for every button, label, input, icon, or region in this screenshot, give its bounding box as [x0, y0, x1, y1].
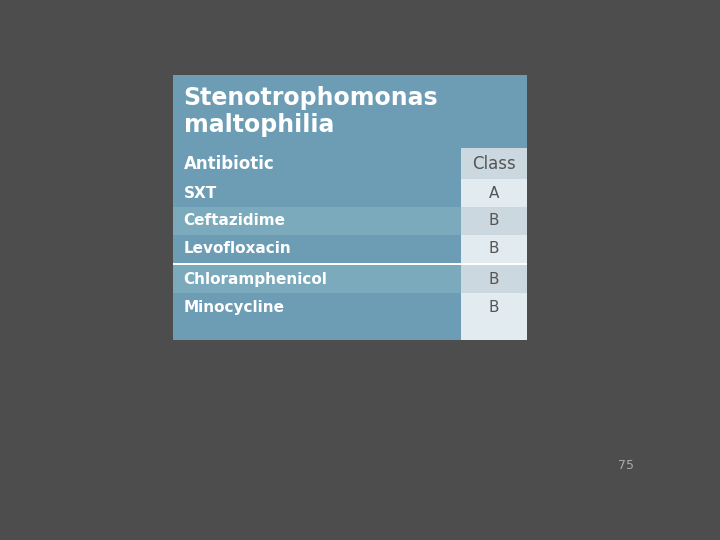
Bar [173, 75, 527, 148]
Bar [173, 207, 462, 235]
Text: A: A [489, 186, 500, 200]
Bar [462, 293, 527, 321]
Text: Ceftazidime: Ceftazidime [184, 213, 286, 228]
Text: Antibiotic: Antibiotic [184, 154, 274, 173]
Text: Class: Class [472, 154, 516, 173]
Text: B: B [489, 241, 500, 256]
Text: B: B [489, 272, 500, 287]
Text: 75: 75 [618, 460, 634, 472]
Text: Stenotrophomonas
maltophilia: Stenotrophomonas maltophilia [184, 86, 438, 138]
Bar [173, 179, 462, 207]
Bar [462, 207, 527, 235]
Bar [462, 179, 527, 207]
Text: B: B [489, 300, 500, 314]
Bar [173, 265, 462, 293]
Bar [173, 235, 462, 263]
Bar [462, 148, 527, 179]
Bar [462, 265, 527, 293]
Text: Chloramphenicol: Chloramphenicol [184, 272, 328, 287]
Bar [173, 263, 527, 265]
Text: Levofloxacin: Levofloxacin [184, 241, 292, 256]
Text: B: B [489, 213, 500, 228]
Bar [173, 148, 462, 179]
Bar [462, 235, 527, 263]
Bar [462, 321, 527, 340]
Bar [173, 321, 462, 340]
Text: Minocycline: Minocycline [184, 300, 284, 314]
Text: SXT: SXT [184, 186, 217, 200]
Bar [173, 293, 462, 321]
